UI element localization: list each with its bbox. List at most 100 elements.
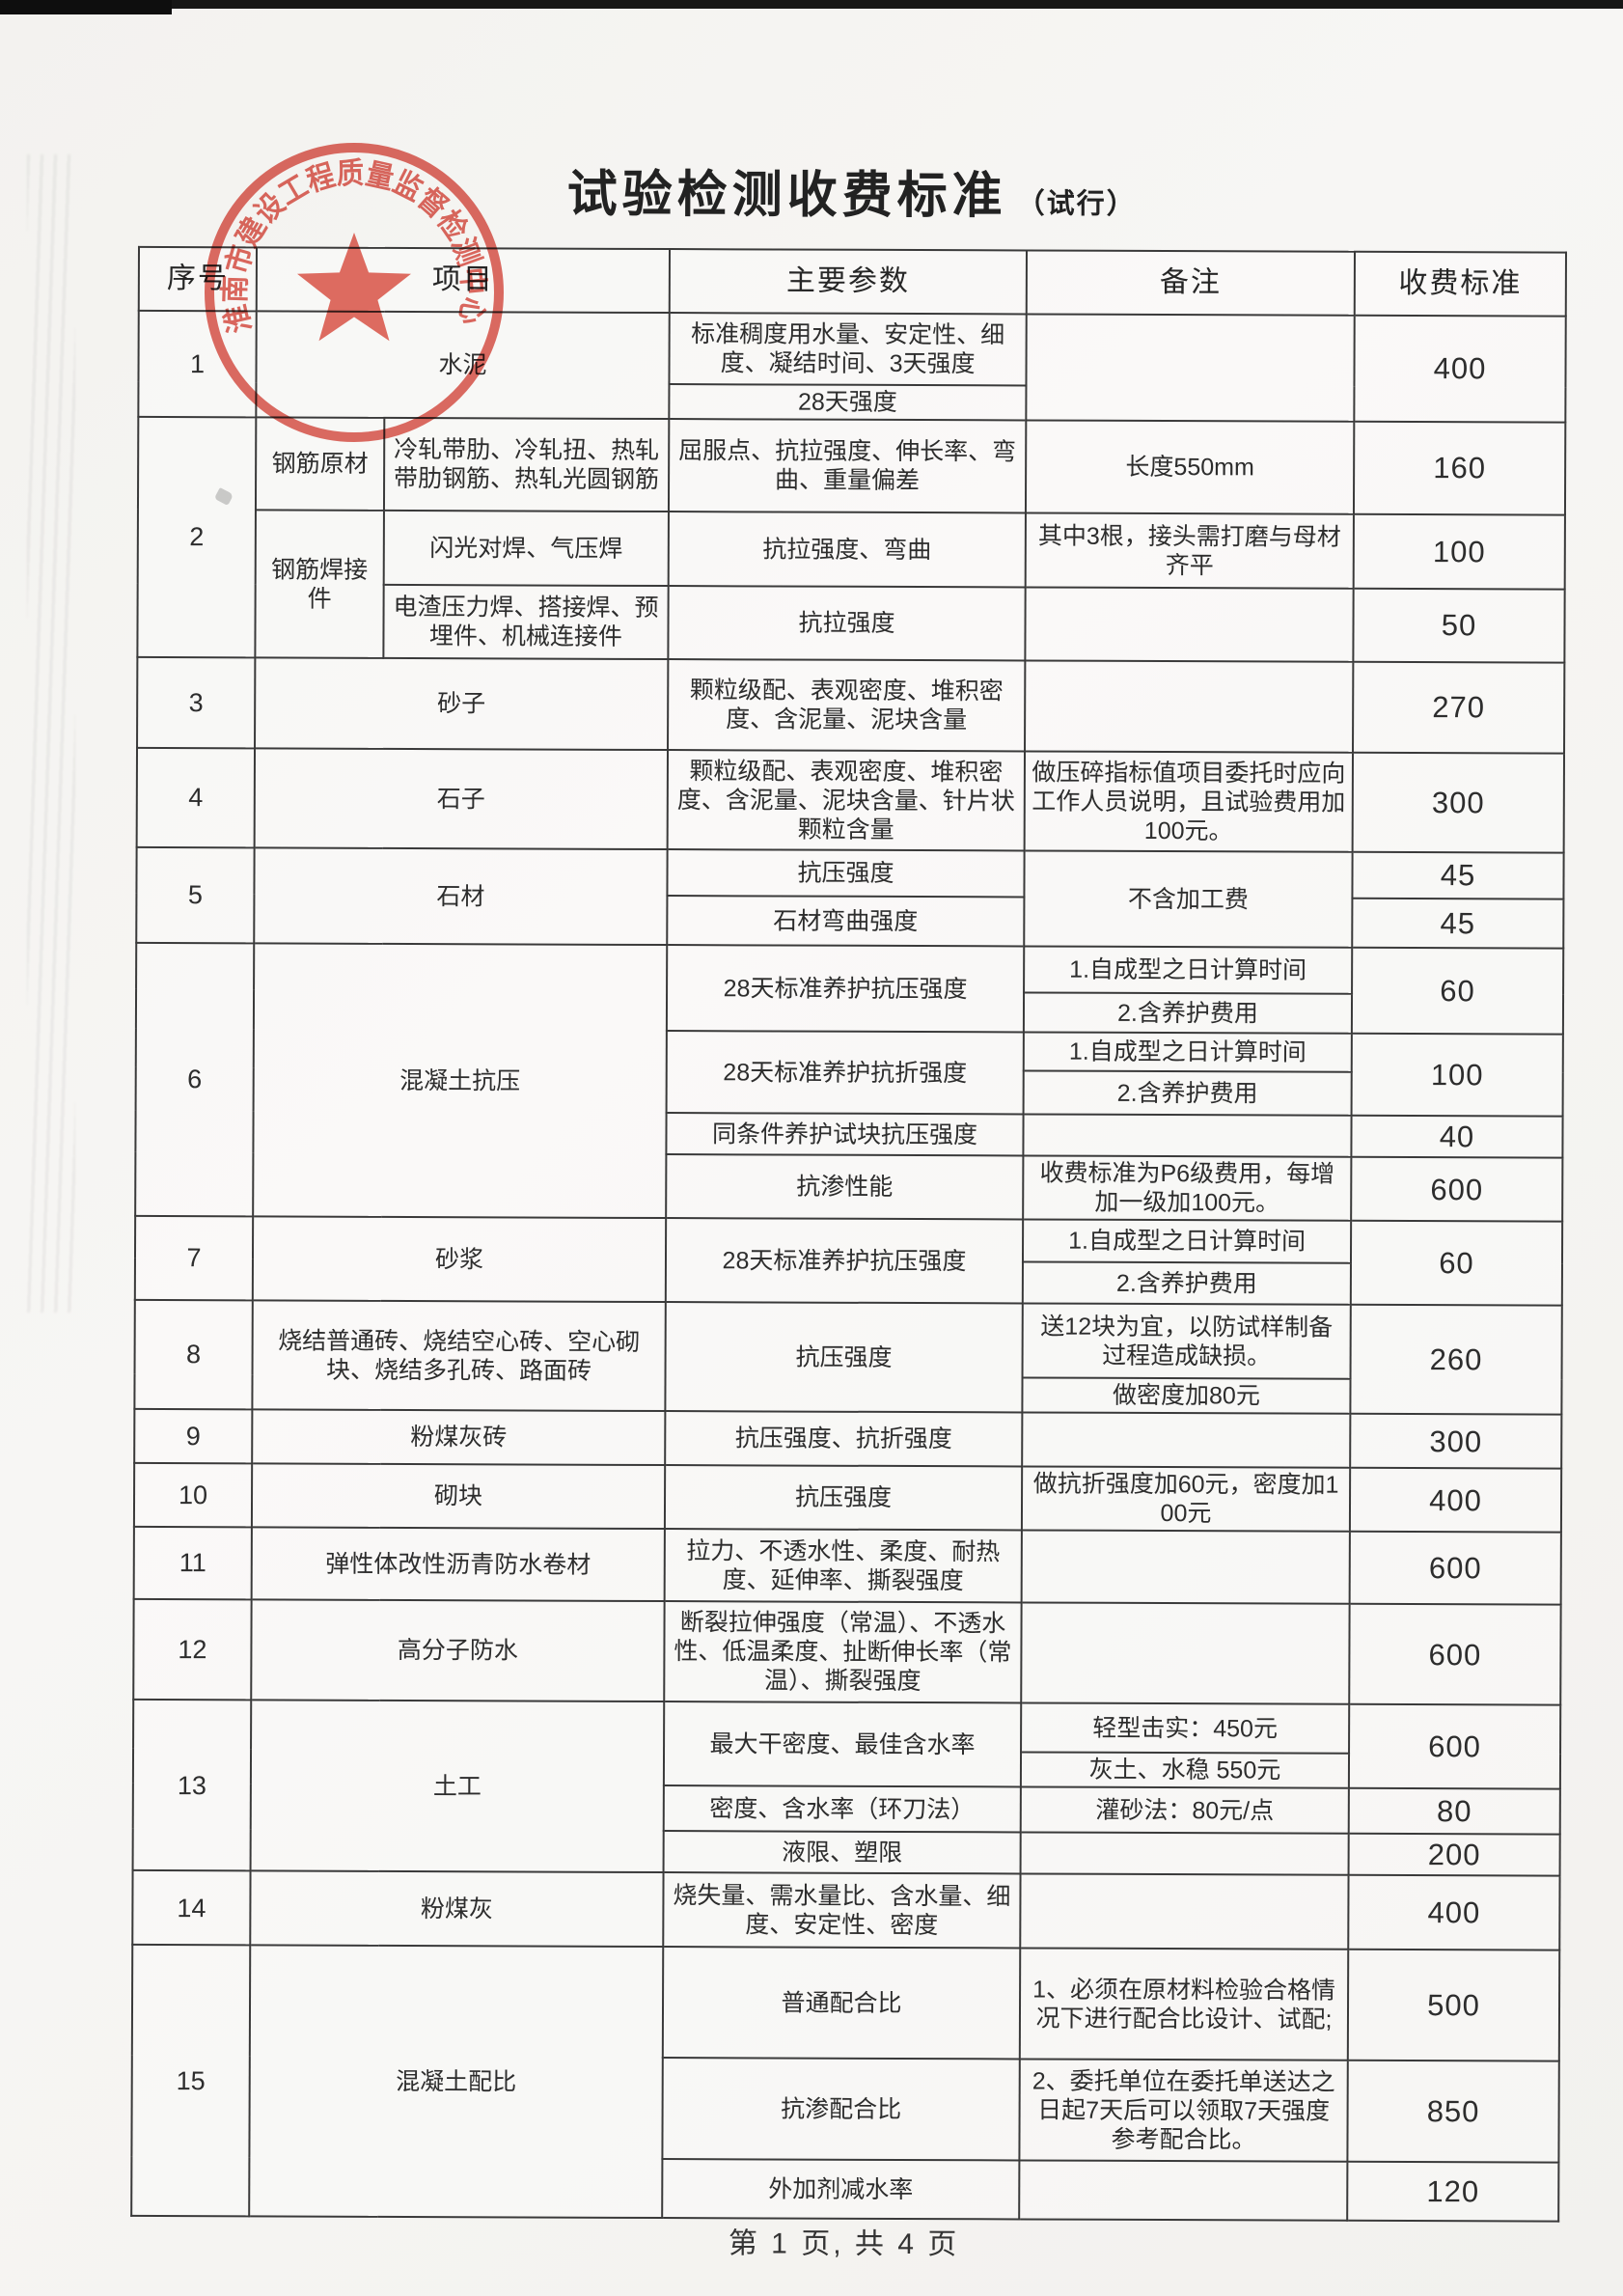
page-title-suffix: （试行） [1016,188,1137,220]
cell-r12-remark [1021,1602,1350,1704]
header-item: 项目 [256,247,671,314]
cell-r15-sub2-fee: 850 [1347,2061,1559,2163]
cell-r15-no: 15 [131,1945,251,2217]
cell-r7-item: 砂浆 [252,1216,667,1303]
header-fee: 收费标准 [1354,251,1567,317]
cell-r7-params: 28天标准养护抗压强度 [665,1218,1024,1304]
cell-r8-remark-a: 送12块为宜，以防试样制备过程造成缺损。 [1022,1303,1351,1379]
page-title: 试验检测收费标准 [566,166,1007,225]
table-row: 3 砂子 颗粒级配、表观密度、堆积密度、含泥量、泥块含量 270 [137,656,1565,754]
cell-r2-sub3-params: 抗拉强度 [668,586,1026,661]
cell-r1-params-a: 标准稠度用水量、安定性、细度、凝结时间、3天强度 [669,313,1027,386]
cell-r12-fee: 600 [1349,1603,1561,1705]
cell-r14-params: 烧失量、需水量比、含水量、细度、安定性、密度 [663,1872,1021,1949]
cell-r2-sub3-remark [1025,587,1354,662]
cell-r4-remark: 做压碎指标值项目委托时应向工作人员说明，且试验费用加100元。 [1024,751,1354,852]
cell-r1-remark [1026,314,1355,422]
cell-r13-sub3-fee: 200 [1348,1833,1560,1876]
cell-r5-remark: 不含加工费 [1024,850,1353,948]
cell-r11-params: 拉力、不透水性、柔度、耐热度、延伸率、撕裂强度 [664,1529,1022,1603]
cell-r5-no: 5 [136,846,255,944]
cell-r6-sub4-params: 抗渗性能 [666,1154,1024,1220]
cell-r6-sub2-remark-b: 2.含养护费用 [1023,1070,1352,1116]
cell-r2-sub3-item: 电渣压力焊、搭接焊、预埋件、机械连接件 [383,584,669,660]
cell-r14-item: 粉煤灰 [250,1870,664,1948]
cell-r13-sub2-params: 密度、含水率（环刀法） [663,1785,1021,1833]
cell-r5-item: 石材 [254,847,668,946]
cell-r6-sub1-fee: 60 [1351,947,1564,1035]
cell-r11-fee: 600 [1349,1531,1561,1605]
cell-r14-fee: 400 [1348,1875,1560,1950]
cell-r3-item: 砂子 [255,657,669,751]
cell-r8-fee: 260 [1350,1304,1562,1415]
cell-r15-sub1-params: 普通配合比 [662,1947,1021,2060]
cell-r6-sub2-params: 28天标准养护抗折强度 [666,1031,1024,1115]
cell-r7-fee: 60 [1350,1220,1563,1306]
cell-r13-sub2-remark: 灌砂法：80元/点 [1020,1786,1349,1834]
cell-r14-no: 14 [132,1870,251,1946]
table-row: 10 砌块 抗压强度 做抗折强度加60元，密度加100元 400 [133,1463,1562,1533]
cell-r6-item: 混凝土抗压 [253,943,668,1219]
cell-r15-item: 混凝土配比 [249,1945,664,2219]
cell-r8-item: 烧结普通砖、烧结空心砖、空心砌块、烧结多孔砖、路面砖 [252,1300,666,1412]
table-row: 5 石材 抗压强度 不含加工费 45 [136,846,1564,948]
table-header-row: 序号 项目 主要参数 备注 收费标准 [138,246,1567,317]
cell-r2-sub2-remark: 其中3根，接头需打磨与母材齐平 [1025,512,1354,589]
cell-r6-sub1-remark-a: 1.自成型之日计算时间 [1024,946,1353,994]
table-row: 2 钢筋原材 冷轧带肋、冷轧扭、热轧带肋钢筋、热轧光圆钢筋 屈服点、抗拉强度、伸… [137,416,1566,658]
cell-r13-no: 13 [132,1700,252,1871]
table-row: 14 粉煤灰 烧失量、需水量比、含水量、细度、安定性、密度 400 [132,1870,1560,1950]
cell-r6-sub1-params: 28天标准养护抗压强度 [666,945,1025,1033]
cell-r14-remark [1020,1873,1349,1950]
cell-r9-fee: 300 [1350,1413,1562,1469]
cell-r2-group1-label: 钢筋原材 [255,417,385,511]
cell-r2-sub3-fee: 50 [1353,588,1565,663]
cell-r8-remark-b: 做密度加80元 [1022,1377,1351,1414]
cell-r7-remark-a: 1.自成型之日计算时间 [1022,1219,1352,1263]
cell-r11-item: 弹性体改性沥青防水卷材 [251,1527,665,1602]
fee-standard-table: 序号 项目 主要参数 备注 收费标准 1 水泥 标准稠度用水量、安定性、细度、凝… [130,245,1568,2223]
cell-r8-no: 8 [134,1300,253,1410]
cell-r9-no: 9 [134,1409,253,1464]
cell-r6-sub2-remark-a: 1.自成型之日计算时间 [1023,1032,1352,1072]
cell-r12-item: 高分子防水 [251,1599,665,1702]
cell-r5-fee-b: 45 [1352,898,1564,949]
cell-r15-sub3-params: 外加剂减水率 [662,2159,1020,2220]
cell-r4-no: 4 [136,747,256,848]
table-row: 15 混凝土配比 普通配合比 1、必须在原材料检验合格情况下进行配合比设计、试配… [131,1945,1560,2219]
cell-r5-fee-a: 45 [1352,851,1564,899]
cell-r6-sub4-fee: 600 [1351,1156,1563,1222]
cell-r2-group2-label: 钢筋焊接件 [255,510,384,658]
cell-r6-sub1-remark-b: 2.含养护费用 [1023,992,1353,1034]
cell-r12-params: 断裂拉伸强度（常温）、不透水性、低温柔度、扯断伸长率（常温）、撕裂强度 [664,1601,1022,1703]
scan-streaks [27,154,75,1313]
cell-r11-no: 11 [133,1527,252,1600]
cell-r3-remark [1025,660,1354,753]
cell-r4-item: 石子 [254,748,669,850]
cell-r1-no: 1 [138,310,257,418]
cell-r10-item: 砌块 [251,1463,666,1530]
cell-r5-params-a: 抗压强度 [667,849,1025,898]
table-row: 12 高分子防水 断裂拉伸强度（常温）、不透水性、低温柔度、扯断伸长率（常温）、… [133,1599,1561,1705]
cell-r15-sub3-fee: 120 [1347,2162,1559,2222]
cell-r6-sub3-fee: 40 [1351,1115,1563,1158]
cell-r2-group1-item: 冷轧带肋、冷轧扭、热轧带肋钢筋、热轧光圆钢筋 [383,417,670,512]
cell-r15-sub2-params: 抗渗配合比 [662,2058,1020,2161]
cell-r10-remark: 做抗折强度加60元，密度加100元 [1021,1466,1351,1532]
cell-r15-sub3-remark [1019,2160,1348,2222]
cell-r6-sub2-fee: 100 [1351,1033,1563,1117]
cell-r13-sub3-params: 液限、塑限 [663,1831,1021,1874]
document-title: 试验检测收费标准 （试行） [138,152,1565,230]
cell-r6-no: 6 [135,942,255,1217]
cell-r12-no: 12 [133,1599,252,1701]
table-row: 8 烧结普通砖、烧结空心砖、空心砌块、烧结多孔砖、路面砖 抗压强度 送12块为宜… [134,1300,1562,1415]
cell-r13-item: 土工 [250,1700,665,1873]
cell-r2-group1-remark: 长度550mm [1025,420,1355,514]
cell-r10-params: 抗压强度 [664,1465,1023,1531]
cell-r3-fee: 270 [1353,661,1565,754]
cell-r13-sub1-params: 最大干密度、最佳含水率 [663,1701,1022,1787]
cell-r4-params: 颗粒级配、表观密度、堆积密度、含泥量、泥块含量、针片状颗粒含量 [667,750,1026,851]
table-row: 4 石子 颗粒级配、表观密度、堆积密度、含泥量、泥块含量、针片状颗粒含量 做压碎… [136,747,1565,853]
cell-r2-sub2-item: 闪光对焊、气压焊 [383,510,669,587]
